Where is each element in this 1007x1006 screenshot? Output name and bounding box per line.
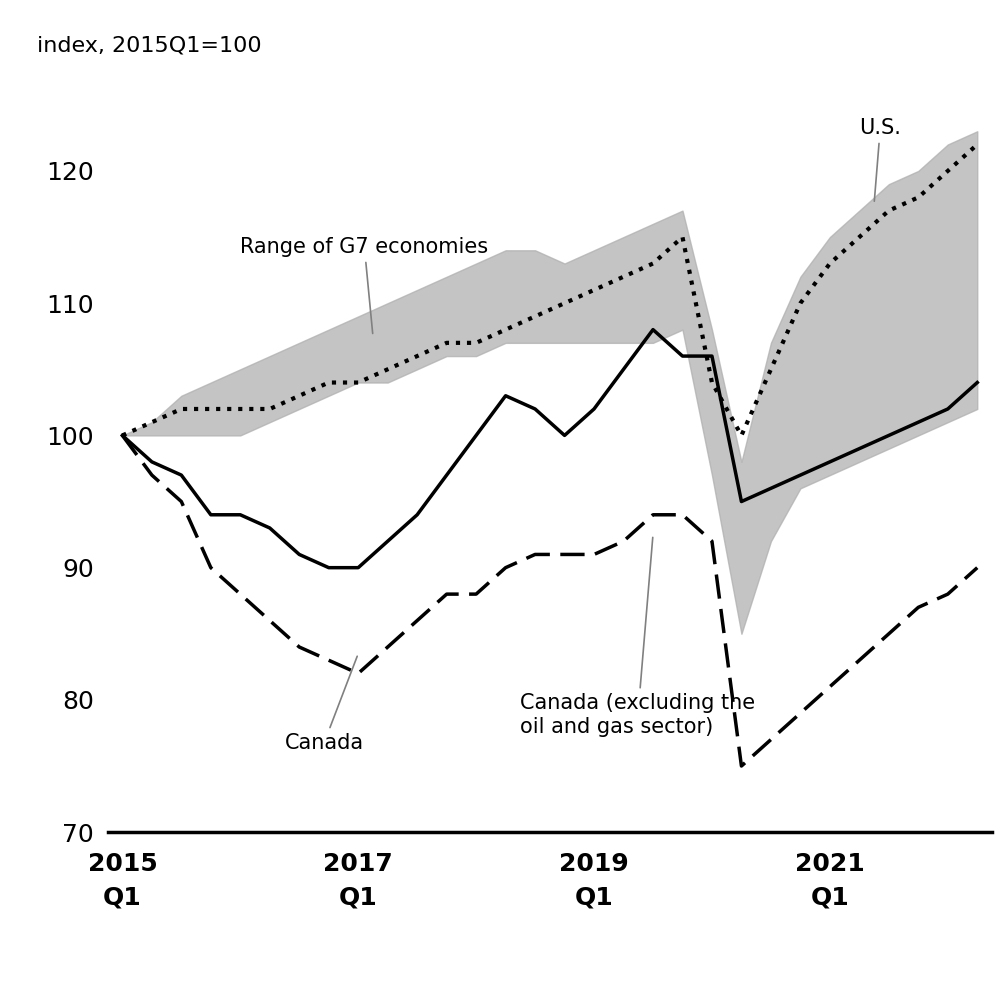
Text: 2015: 2015 (88, 852, 157, 876)
Text: Q1: Q1 (811, 885, 849, 909)
Text: Q1: Q1 (575, 885, 613, 909)
Text: Canada (excluding the
oil and gas sector): Canada (excluding the oil and gas sector… (521, 537, 755, 736)
Text: 2017: 2017 (323, 852, 393, 876)
Text: U.S.: U.S. (859, 118, 901, 201)
Text: Q1: Q1 (338, 885, 378, 909)
Text: Canada: Canada (285, 656, 364, 752)
Text: 2019: 2019 (559, 852, 629, 876)
Text: 2021: 2021 (795, 852, 865, 876)
Text: Q1: Q1 (103, 885, 142, 909)
Text: index, 2015Q1=100: index, 2015Q1=100 (37, 36, 262, 55)
Text: Range of G7 economies: Range of G7 economies (241, 236, 488, 333)
